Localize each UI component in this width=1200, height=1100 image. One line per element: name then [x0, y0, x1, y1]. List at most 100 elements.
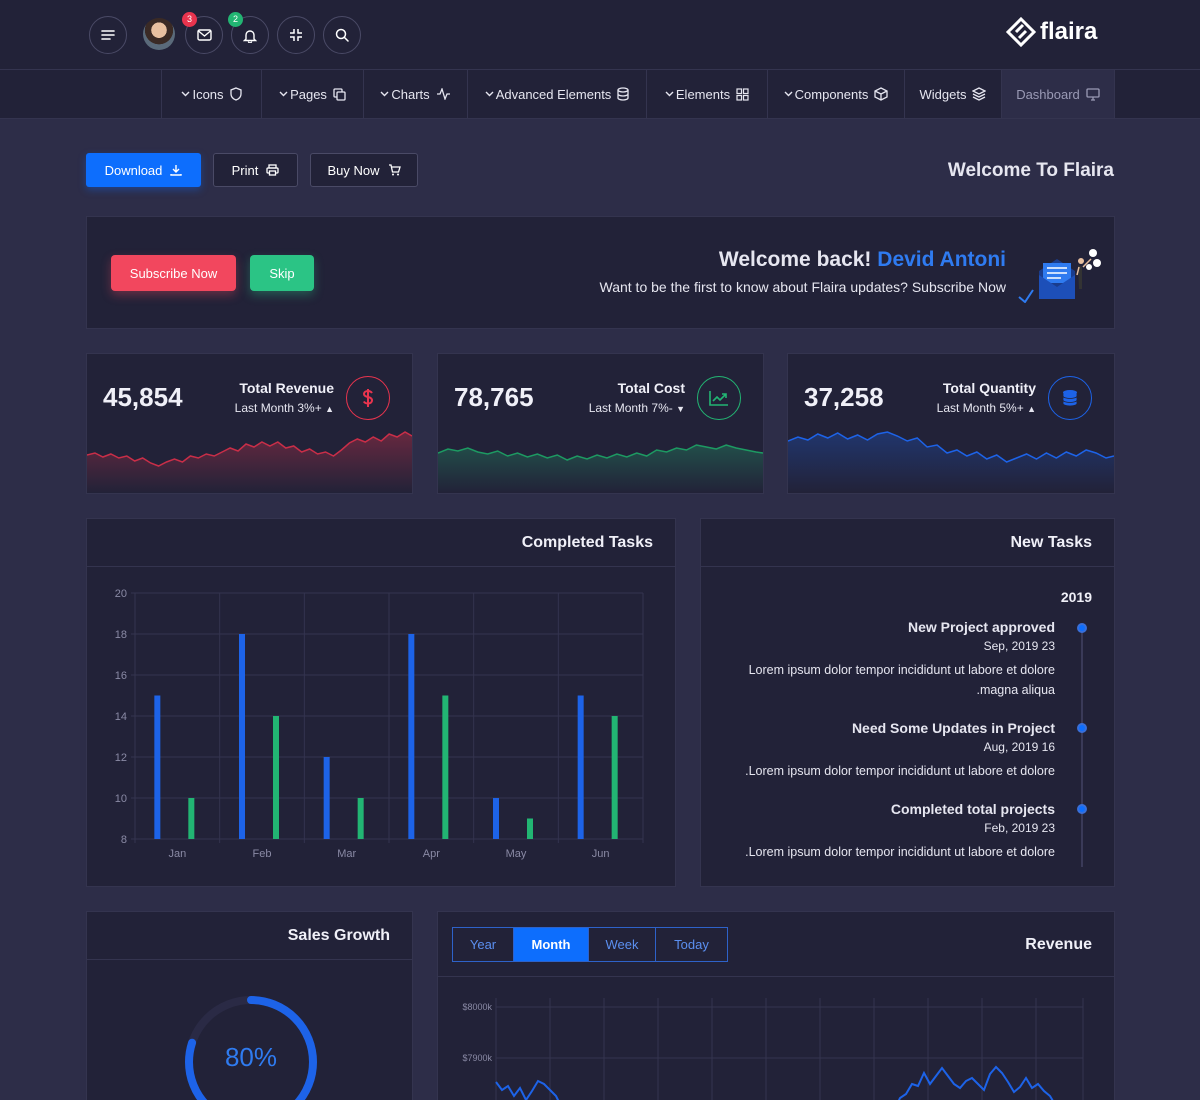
task-date: Aug, 2019 16 [983, 740, 1055, 754]
trending-up-icon [709, 391, 728, 406]
print-button[interactable]: Print [213, 153, 298, 187]
caret-down-icon: ▼ [676, 404, 685, 414]
search-button[interactable] [323, 16, 361, 54]
y-tick-label: 8 [121, 834, 127, 846]
completed-tasks-title: Completed Tasks [87, 519, 675, 567]
revenue-title: Revenue [1025, 936, 1092, 953]
timeline-item[interactable]: Completed total projects Feb, 2019 23 .L… [695, 801, 1055, 862]
shield-icon [229, 87, 242, 101]
tab-today[interactable]: Today [655, 927, 728, 962]
skip-button[interactable]: Skip [250, 255, 314, 291]
timeline-line [1081, 629, 1083, 867]
nav-label: Components [794, 86, 869, 102]
menu-button[interactable] [89, 16, 127, 54]
gauge-progress [185, 996, 317, 1100]
timeline-dot [1077, 623, 1087, 633]
chevron-down-icon [380, 91, 389, 97]
x-tick-label: Feb [253, 848, 272, 860]
download-label: Download [104, 162, 163, 178]
task-text-line: .Lorem ipsum dolor tempor incididunt ut … [745, 845, 1055, 859]
subscribe-banner: Subscribe Now Skip Welcome back! Devid A… [86, 216, 1115, 329]
user-name: Devid Antoni [877, 248, 1006, 271]
fullscreen-button[interactable] [277, 16, 315, 54]
revenue-sparkline [87, 431, 412, 493]
task-title: Completed total projects [890, 801, 1055, 817]
nav-elements[interactable]: Elements [646, 70, 767, 118]
chevron-down-icon [485, 91, 494, 97]
monitor-icon [1086, 87, 1100, 101]
copy-icon [333, 87, 346, 101]
cart-icon [388, 164, 401, 176]
revenue-y-label: $7900k [462, 1053, 492, 1063]
download-button[interactable]: Download [86, 153, 201, 187]
nav-label: Icons [192, 86, 224, 102]
nav-charts[interactable]: Charts [363, 70, 467, 118]
bar [408, 634, 415, 839]
tab-week[interactable]: Week [588, 927, 656, 962]
notifications-button[interactable]: 2 [228, 12, 269, 54]
bell-icon [243, 29, 257, 43]
cost-sparkline [438, 444, 763, 493]
timeline-item[interactable]: New Project approved Sep, 2019 23 Lorem … [695, 619, 1055, 700]
brand-logo[interactable]: flaira [1006, 16, 1097, 48]
nav-pages[interactable]: Pages [261, 70, 363, 118]
stat-card-revenue: 45,854 Total Revenue Last Month 3%+ ▲ [86, 353, 413, 494]
task-description: .Lorem ipsum dolor tempor incididunt ut … [695, 761, 1055, 781]
revenue-card: Year Month Week Today Revenue $8000k $79… [437, 911, 1115, 1100]
stat-change: Last Month 3%+ [234, 401, 322, 415]
task-text-line: .magna aliqua [976, 683, 1055, 697]
nav-label: Elements [675, 86, 731, 102]
completed-tasks-card: Completed Tasks 8 10 12 14 16 18 20 Jan Feb Mar Ap… [86, 518, 676, 887]
tab-month[interactable]: Month [513, 927, 589, 962]
y-tick-label: 10 [115, 793, 127, 805]
page-title: Welcome To Flaira [947, 160, 1114, 181]
menu-icon [101, 30, 115, 40]
chevron-down-icon [665, 91, 674, 97]
x-tick-label: May [506, 848, 527, 860]
nav-label: Charts [391, 86, 430, 102]
minimize-icon [290, 29, 302, 41]
completed-tasks-chart: 8 10 12 14 16 18 20 Jan Feb Mar Apr May Jun [115, 588, 644, 860]
stat-subtitle: Last Month 3%+ ▲ [235, 401, 334, 415]
nav-widgets[interactable]: Widgets [904, 70, 1001, 118]
task-text-line: .Lorem ipsum dolor tempor incididunt ut … [745, 764, 1055, 778]
buy-now-button[interactable]: Buy Now [310, 153, 418, 187]
subscribe-button[interactable]: Subscribe Now [111, 255, 236, 291]
timeline-item[interactable]: Need Some Updates in Project Aug, 2019 1… [695, 720, 1055, 781]
timeline-dot [1077, 804, 1087, 814]
y-tick-label: 14 [115, 711, 127, 723]
revenue-line [897, 1065, 1054, 1100]
caret-up-icon: ▲ [1027, 404, 1036, 414]
nav-icons[interactable]: Icons [161, 70, 261, 118]
nav-dashboard[interactable]: Dashboard [1001, 70, 1115, 118]
nav-label: Dashboard [1016, 86, 1080, 102]
welcome-message: Want to be the first to know about Flair… [599, 279, 1006, 295]
nav-components[interactable]: Components [767, 70, 904, 118]
task-title: Need Some Updates in Project [851, 720, 1055, 736]
stat-title: Total Cost [617, 380, 685, 396]
nav-advanced-elements[interactable]: Advanced Elements [467, 70, 646, 118]
stat-change: Last Month 7%- [588, 401, 673, 415]
box-icon [874, 87, 889, 101]
top-bar: 3 2 flaira [0, 0, 1200, 70]
mail-badge: 3 [182, 12, 197, 27]
timeline-year: 2019 [1060, 589, 1092, 605]
task-date: Feb, 2019 23 [984, 821, 1055, 835]
buy-now-label: Buy Now [327, 162, 380, 178]
bar [273, 716, 279, 839]
tab-year[interactable]: Year [452, 927, 514, 962]
stat-card-quantity: 37,258 Total Quantity Last Month 5%+ ▲ [787, 353, 1115, 494]
task-date: Sep, 2019 23 [983, 639, 1055, 653]
layers-icon [972, 87, 987, 101]
stat-card-cost: 78,765 Total Cost Last Month 7%- ▼ [437, 353, 764, 494]
bar [154, 695, 161, 839]
mail-icon [196, 29, 212, 41]
notification-badge: 2 [228, 12, 243, 27]
bar [442, 695, 449, 839]
y-tick-label: 16 [115, 670, 127, 682]
revenue-line [495, 1079, 560, 1100]
x-tick-label: Jan [168, 848, 186, 860]
avatar[interactable] [143, 18, 175, 50]
bar [357, 798, 364, 839]
mail-button[interactable]: 3 [182, 12, 223, 54]
